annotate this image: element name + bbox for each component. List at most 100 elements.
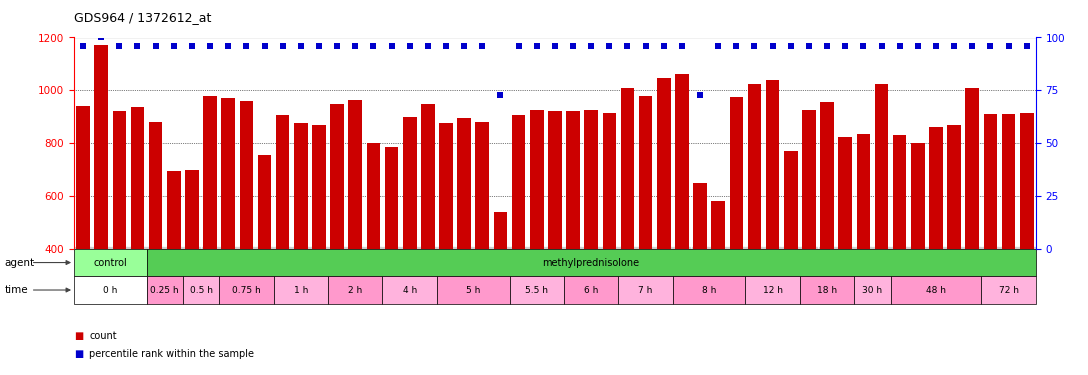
Text: percentile rank within the sample: percentile rank within the sample [89,350,255,359]
Bar [693,183,707,249]
Point [111,43,128,49]
Point [910,43,927,49]
Point [691,92,708,98]
Point [237,43,255,49]
Point [782,43,800,49]
Bar [675,75,689,249]
Text: 1 h: 1 h [294,285,308,294]
Point [220,43,237,49]
Point [927,43,944,49]
Bar [548,111,561,249]
Bar [984,114,998,249]
Bar [74,276,147,304]
Bar [331,104,344,249]
Text: 48 h: 48 h [926,285,945,294]
Bar [367,143,380,249]
Bar [74,249,147,276]
Point [364,43,382,49]
Point [818,43,836,49]
Point [601,43,618,49]
Bar [875,84,888,249]
Bar [820,102,833,249]
Text: methylprednisolone: methylprednisolone [543,258,640,267]
Text: 30 h: 30 h [863,285,882,294]
Point [709,43,727,49]
Text: 6 h: 6 h [584,285,598,294]
Text: 0 h: 0 h [103,285,118,294]
Bar [166,171,181,249]
Bar [312,124,325,249]
Point [437,43,455,49]
Point [1000,43,1017,49]
Bar [745,276,800,304]
Text: count: count [89,331,116,340]
Point [201,43,219,49]
Bar [618,276,672,304]
Point [473,43,491,49]
Point [74,43,91,49]
Bar [564,276,618,304]
Bar [1019,113,1034,249]
Text: 0.25 h: 0.25 h [150,285,180,294]
Bar [348,100,362,249]
Point [945,43,963,49]
Bar [672,276,745,304]
Point [873,43,890,49]
Point [383,43,400,49]
Bar [948,124,961,249]
Point [891,43,908,49]
Bar [800,276,854,304]
Bar [294,123,308,249]
Bar [854,276,891,304]
Bar [839,136,852,249]
Point [128,43,146,49]
Text: ■: ■ [74,331,84,340]
Bar [603,113,616,249]
Point [329,43,346,49]
Point [619,43,636,49]
Bar [802,110,816,249]
Text: 0.5 h: 0.5 h [189,285,212,294]
Point [401,43,419,49]
Bar [584,110,598,249]
Point [347,43,364,49]
Text: 18 h: 18 h [817,285,837,294]
Text: 4 h: 4 h [403,285,417,294]
Point [1018,43,1036,49]
Text: 2 h: 2 h [348,285,362,294]
Point [981,43,999,49]
Point [837,43,854,49]
Bar [730,97,743,249]
Point [165,43,183,49]
Bar [440,123,453,249]
Text: 0.75 h: 0.75 h [232,285,261,294]
Point [147,43,164,49]
Bar [276,116,289,249]
Point [673,43,691,49]
Bar [747,84,762,249]
Bar [383,276,437,304]
Bar [183,276,219,304]
Bar [965,88,979,249]
Bar [566,111,580,249]
Bar [112,111,126,249]
Bar [403,117,417,249]
Text: 12 h: 12 h [763,285,782,294]
Bar [421,104,434,249]
Bar [258,155,271,249]
Bar [273,276,329,304]
Point [510,43,528,49]
Point [636,43,654,49]
Bar [475,122,490,249]
Text: agent: agent [4,258,35,267]
Bar [620,88,634,249]
Point [764,43,781,49]
Bar [981,276,1036,304]
Text: 5.5 h: 5.5 h [526,285,548,294]
Point [528,43,545,49]
Point [492,92,509,98]
Bar [222,98,235,249]
Point [655,43,672,49]
Bar [639,96,653,249]
Bar [911,143,925,249]
